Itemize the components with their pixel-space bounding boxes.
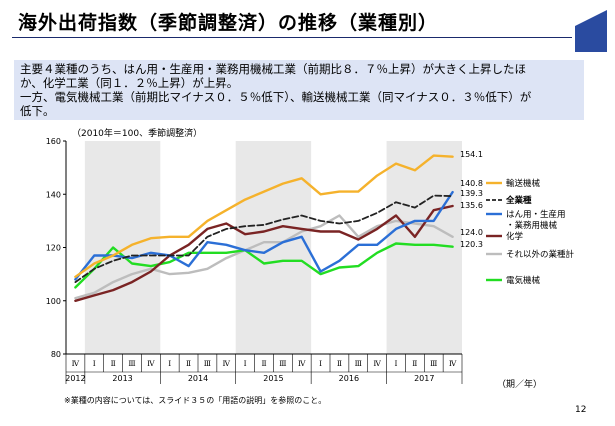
legend-entry: それ以外の業種計: [506, 249, 575, 260]
end-value-label: 135.6: [460, 201, 483, 210]
quarter-label: Ⅳ: [373, 359, 381, 368]
quarter-label: Ⅲ: [279, 359, 286, 368]
year-label: 2013: [112, 374, 132, 383]
series-line-black: [74, 194, 454, 284]
quarter-label: Ⅳ: [72, 359, 80, 368]
quarter-label: Ⅳ: [298, 359, 306, 368]
quarter-label: Ⅲ: [128, 359, 135, 368]
series-line-brown: [74, 204, 454, 302]
end-value-label: 139.3: [460, 189, 483, 198]
quarter-label: Ⅳ: [147, 359, 155, 368]
summary-line: 主要４業種のうち、はん用・生産用・業務用機械工業（前期比８．７％上昇）が大きく上…: [20, 62, 526, 76]
series-line-green: [74, 242, 454, 289]
summary-line: 低下。: [20, 104, 55, 118]
summary-line: 一方、電気機械工業（前期比マイナス０．５％低下）、輸送機械工業（同マイナス０．３…: [20, 90, 532, 104]
quarter-label: Ⅱ: [186, 359, 191, 368]
y-tick-label: 140: [46, 190, 61, 199]
quarter-label: Ⅳ: [449, 359, 457, 368]
quarter-label: Ⅱ: [412, 359, 417, 368]
quarter-label: Ⅱ: [111, 359, 116, 368]
year-label: 2017: [414, 374, 434, 383]
footnote: ※業種の内容については、スライド３５の「用語の説明」を参照のこと。: [64, 396, 327, 405]
quarter-label: Ⅰ: [244, 359, 247, 368]
brand-logo-corner: [575, 10, 607, 26]
quarter-label: Ⅳ: [223, 359, 231, 368]
year-label: 2014: [188, 374, 208, 383]
quarter-label: Ⅰ: [93, 359, 96, 368]
legend-entry: はん用・生産用・業務用機械: [506, 209, 566, 231]
year-shade-band: [84, 141, 161, 354]
series-lines: [74, 154, 454, 302]
series-line-yellow: [74, 154, 454, 278]
legend-entry: 電気機械: [506, 275, 541, 286]
year-label: 2016: [339, 374, 359, 383]
summary-box: 主要４業種のうち、はん用・生産用・業務用機械工業（前期比８．７％上昇）が大きく上…: [14, 60, 584, 120]
quarter-label: Ⅱ: [261, 359, 266, 368]
quarter-label: Ⅰ: [168, 359, 171, 368]
y-tick-label: 160: [46, 137, 61, 146]
legend-entry: 全業種: [505, 195, 532, 206]
summary-line: か、化学工業（同１．２％上昇）が上昇。: [20, 76, 239, 90]
quarter-label: Ⅲ: [430, 359, 437, 368]
end-value-label: 120.3: [460, 240, 483, 249]
y-tick-label: 120: [46, 244, 61, 253]
page-number: 12: [575, 405, 587, 415]
year-label: 2012: [65, 374, 85, 383]
title-underline: [12, 37, 572, 38]
legend-entry: 化学: [506, 231, 524, 242]
page-title: 海外出荷指数（季節調整済）の推移（業種別）: [18, 12, 439, 34]
end-value-label: 124.0: [460, 228, 483, 237]
legend-entry: 輸送機械: [506, 178, 541, 189]
series-line-blue: [74, 190, 454, 281]
chart-axes: 80 100 120 140 160 Ⅳ Ⅰ Ⅱ Ⅲ Ⅳ Ⅰ Ⅱ Ⅲ Ⅳ Ⅰ Ⅱ Ⅲ Ⅳ Ⅰ Ⅱ Ⅲ Ⅳ Ⅰ Ⅱ Ⅲ Ⅳ 2012 2…: [46, 137, 463, 384]
quarter-label: Ⅲ: [355, 359, 362, 368]
quarter-label: Ⅰ: [319, 359, 322, 368]
quarter-label: Ⅱ: [337, 359, 342, 368]
quarter-label: Ⅰ: [395, 359, 398, 368]
y-tick-label: 100: [46, 297, 61, 306]
x-axis-unit-label: （期／年）: [497, 380, 543, 390]
chart-scale-note: （2010年＝100、季節調整済）: [72, 129, 203, 139]
series-line-gray: [74, 214, 454, 300]
y-tick-label: 80: [51, 350, 61, 359]
end-value-label: 154.1: [460, 150, 483, 159]
end-value-label: 140.8: [460, 179, 483, 188]
quarter-label: Ⅲ: [204, 359, 211, 368]
year-label: 2015: [263, 374, 283, 383]
